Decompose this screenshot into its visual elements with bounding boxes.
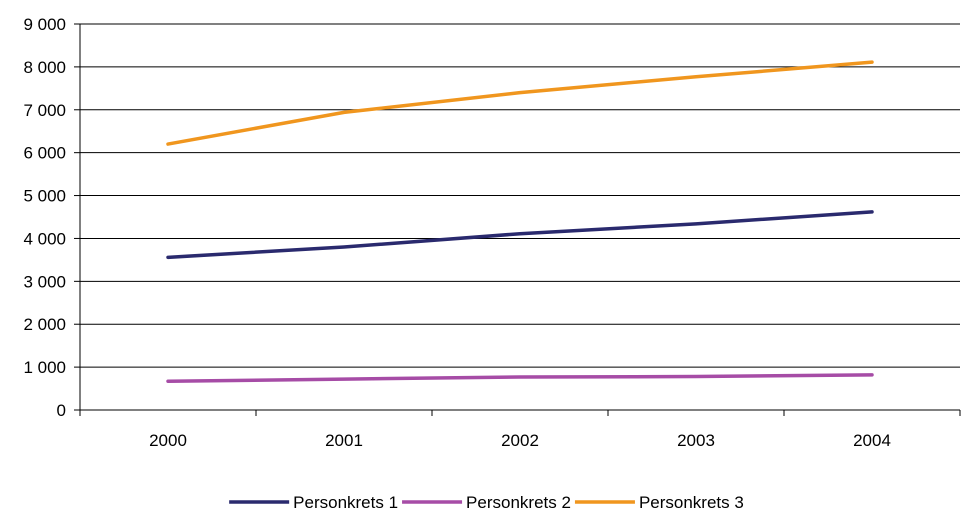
series-line-1 — [168, 212, 872, 257]
series-line-2 — [168, 375, 872, 381]
y-tick-label: 3 000 — [23, 272, 66, 291]
x-tick-label: 2000 — [149, 431, 187, 450]
y-tick-label: 1 000 — [23, 358, 66, 377]
y-tick-label: 2 000 — [23, 315, 66, 334]
y-tick-label: 5 000 — [23, 187, 66, 206]
legend-label-2: Personkrets 2 — [466, 493, 571, 512]
y-tick-label: 4 000 — [23, 229, 66, 248]
y-tick-label: 8 000 — [23, 58, 66, 77]
x-tick-label: 2001 — [325, 431, 363, 450]
x-tick-label: 2004 — [853, 431, 891, 450]
y-tick-label: 7 000 — [23, 101, 66, 120]
legend-label-1: Personkrets 1 — [293, 493, 398, 512]
x-tick-label: 2003 — [677, 431, 715, 450]
y-tick-label: 6 000 — [23, 144, 66, 163]
y-tick-label: 0 — [57, 401, 66, 420]
legend-label-3: Personkrets 3 — [639, 493, 744, 512]
y-tick-label: 9 000 — [23, 15, 66, 34]
series-line-3 — [168, 62, 872, 144]
x-tick-label: 2002 — [501, 431, 539, 450]
